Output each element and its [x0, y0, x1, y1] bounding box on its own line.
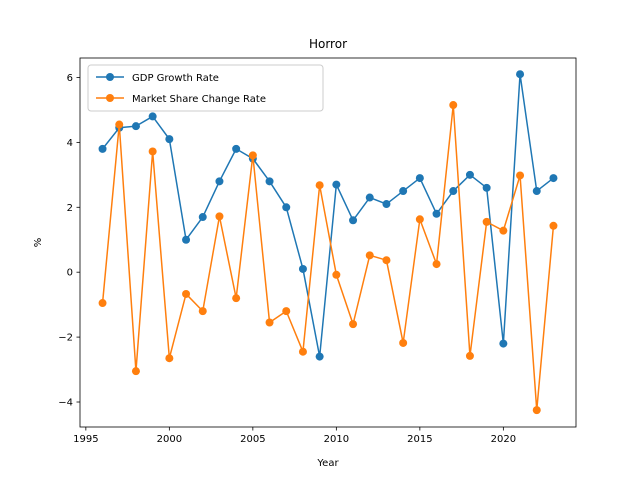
x-tick-label: 2010 [324, 434, 349, 445]
series-2-point [182, 289, 191, 298]
y-tick-label: 6 [67, 73, 73, 84]
series-line-1 [101, 73, 554, 358]
series-2-point [432, 260, 441, 269]
series-1-point [349, 216, 358, 225]
series-1-point [482, 183, 491, 192]
y-tick-label: 2 [67, 203, 73, 214]
series-1-point [432, 209, 441, 218]
series-1-point [382, 200, 391, 209]
series-1-point [465, 170, 474, 179]
axes: 1995 2000 2005 2010 2015 2020 −4 −2 0 2 4 6 [58, 57, 577, 445]
series-1-point [98, 144, 107, 153]
series-2-point [131, 367, 140, 376]
series-1-point [449, 187, 458, 196]
series-2-point [115, 120, 124, 129]
series-1-point [148, 112, 157, 121]
series-1-point [165, 135, 174, 144]
legend-box [87, 64, 324, 112]
series-1-point [516, 70, 525, 79]
series-2-point [349, 320, 358, 329]
series-1-point [532, 187, 541, 196]
series-2-point [215, 212, 224, 221]
x-tick-label: 2005 [240, 434, 265, 445]
series-1-point [215, 177, 224, 186]
x-axis-label: Year [316, 458, 339, 469]
series-2-point [315, 181, 324, 190]
legend-label-2: Market Share Change Rate [132, 94, 266, 105]
legend-label-1: GDP Growth Rate [132, 73, 219, 84]
series-2-point [399, 338, 408, 347]
series-1-point [198, 213, 207, 222]
series-1-point [282, 203, 291, 212]
series-2-point [298, 347, 307, 356]
series-2-point [499, 226, 508, 235]
series-2-point [365, 251, 374, 260]
series-2-point [265, 318, 274, 327]
series-1-point [365, 193, 374, 202]
y-axis-label: % [33, 238, 44, 248]
y-tick-label: −2 [58, 333, 73, 344]
x-tick-label: 1995 [73, 434, 98, 445]
series-2-point [248, 151, 257, 160]
series-2-point [332, 270, 341, 279]
legend-marker-2 [106, 94, 114, 102]
series-2-point [282, 307, 291, 316]
series-2-point [232, 294, 241, 303]
legend: GDP Growth Rate Market Share Change Rate [87, 64, 324, 112]
series-2-point [465, 351, 474, 360]
series-1-point [232, 144, 241, 153]
series-2-point [98, 299, 107, 308]
y-tick-label: 4 [67, 138, 73, 149]
x-tick-label: 2000 [157, 434, 182, 445]
series-1-point [315, 352, 324, 361]
series-2-point [516, 171, 525, 180]
series-2-point [532, 406, 541, 415]
axes-frame [79, 57, 577, 428]
x-tick-label: 2020 [491, 434, 516, 445]
series-1-point [265, 177, 274, 186]
series-2-point [482, 217, 491, 226]
series-line-2 [101, 104, 555, 411]
chart-title: Horror [309, 37, 347, 51]
series-2-point [415, 215, 424, 224]
series-2-point [549, 221, 558, 230]
series-1-point [399, 187, 408, 196]
series-2-point [449, 101, 458, 110]
plot-area [98, 70, 558, 415]
series-1-point [499, 339, 508, 348]
series-1-point [131, 122, 140, 131]
legend-marker-1 [106, 73, 114, 81]
series-1-point [415, 174, 424, 183]
x-tick-label: 2015 [407, 434, 432, 445]
y-tick-label: −4 [58, 398, 73, 409]
series-1-point [298, 264, 307, 273]
series-1-point [549, 174, 558, 183]
series-1-point [332, 180, 341, 189]
series-2-point [165, 354, 174, 363]
series-1-point [182, 235, 191, 244]
y-tick-label: 0 [67, 268, 73, 279]
series-2-point [382, 256, 391, 265]
series-2-point [198, 307, 207, 316]
series-2-point [148, 147, 157, 156]
